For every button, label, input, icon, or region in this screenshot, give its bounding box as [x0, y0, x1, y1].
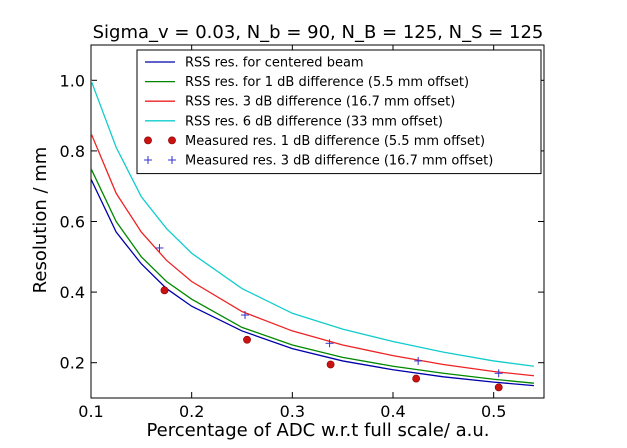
y-tick-label: 0.6 [60, 213, 85, 232]
chart-title: Sigma_v = 0.03, N_b = 90, N_B = 125, N_S… [93, 22, 544, 43]
legend-label: Measured res. 1 dB difference (5.5 mm of… [185, 134, 485, 149]
series-5-point [494, 383, 503, 392]
series-5-point [326, 360, 335, 369]
series-3-line [91, 132, 534, 377]
series-5-point [243, 335, 251, 344]
series-5-point [160, 286, 169, 295]
series-6-point [155, 243, 164, 252]
series-5-point [412, 374, 421, 383]
y-tick-label: 0.4 [60, 283, 85, 302]
legend-label: Measured res. 3 dB difference (16.7 mm o… [185, 154, 493, 169]
series-1-line [91, 178, 534, 387]
legend-swatch [168, 136, 176, 145]
y-axis-label: Resolution / mm [30, 147, 51, 294]
y-tick-label: 0.2 [60, 354, 85, 373]
x-tick-label: 0.3 [280, 402, 305, 421]
x-tick-label: 0.2 [179, 402, 204, 421]
legend-entry: Measured res. 3 dB difference (16.7 mm o… [144, 154, 493, 169]
legend-label: RSS res. for centered beam [185, 56, 364, 71]
y-tick-label: 0.8 [60, 142, 85, 161]
legend-entry: Measured res. 1 dB difference (5.5 mm of… [144, 134, 485, 149]
legend-entry: RSS res. 3 dB difference (16.7 mm offset… [145, 95, 455, 110]
x-tick-label: 0.5 [481, 402, 506, 421]
series-group [91, 80, 535, 392]
legend-label: RSS res. 6 dB difference (33 mm offset) [185, 114, 443, 129]
series-6-point [241, 311, 250, 320]
legend-entry: RSS res. for 1 dB difference (5.5 mm off… [145, 75, 469, 90]
legend-label: RSS res. 3 dB difference (16.7 mm offset… [185, 95, 455, 110]
legend-entry: RSS res. for centered beam [145, 56, 364, 71]
legend-swatch [144, 136, 152, 145]
series-4-line [91, 80, 535, 367]
legend: RSS res. for centered beam RSS res. for 1… [136, 49, 542, 175]
y-tick-label: 1.0 [60, 71, 85, 90]
series-6-point [414, 356, 423, 365]
series-6-point [494, 369, 503, 378]
legend-box [136, 49, 542, 175]
x-tick-label: 0.1 [78, 402, 103, 421]
series-2-line [91, 168, 534, 384]
series-6-point [325, 339, 334, 348]
legend-entry: RSS res. 6 dB difference (33 mm offset) [145, 114, 443, 129]
x-axis-label: Percentage of ADC w.r.t full scale/ a.u. [146, 420, 489, 441]
legend-label: RSS res. for 1 dB difference (5.5 mm off… [185, 75, 469, 90]
x-tick-label: 0.4 [380, 402, 405, 421]
